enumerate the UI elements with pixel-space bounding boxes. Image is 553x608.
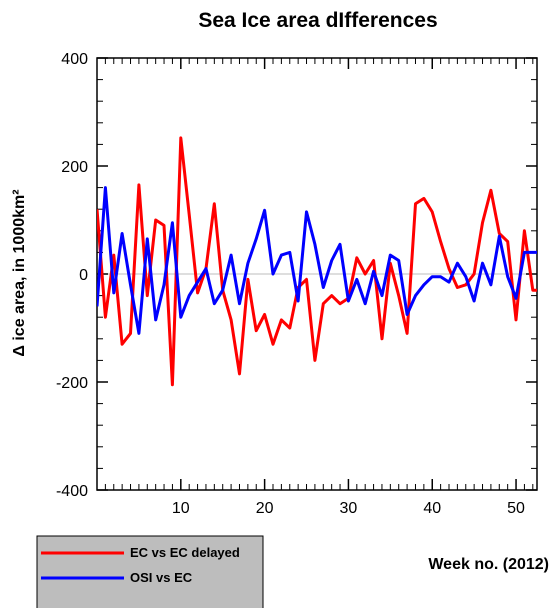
x-tick-label: 30 <box>340 500 358 517</box>
y-tick-label: 0 <box>79 267 88 284</box>
major-ticks <box>97 57 537 491</box>
series-line-osi-vs-ec <box>97 186 537 335</box>
x-tick-label: 20 <box>256 500 274 517</box>
x-tick-labels: 10 20 30 40 50 <box>172 500 525 517</box>
x-tick-label: 50 <box>507 500 525 517</box>
y-tick-label: -200 <box>56 375 88 392</box>
chart-title: Sea Ice area dIfferences <box>198 9 437 32</box>
series-lines <box>97 136 537 387</box>
minor-ticks <box>97 58 537 490</box>
y-axis-label: Δ ice area, in 1000km² <box>11 189 28 356</box>
plot-area <box>96 57 538 491</box>
y-tick-label: 200 <box>61 159 88 176</box>
x-tick-label: 10 <box>172 500 190 517</box>
legend-label-osi-vs-ec: OSI vs EC <box>130 570 193 585</box>
y-tick-label: 400 <box>61 51 88 68</box>
x-tick-label: 40 <box>423 500 441 517</box>
legend-box <box>36 535 264 608</box>
y-tick-labels: -400 -200 0 200 400 <box>56 51 88 500</box>
legend-label-ec-vs-ec-delayed: EC vs EC delayed <box>130 545 240 560</box>
x-axis-label: Week no. (2012) <box>428 556 549 573</box>
y-tick-label: -400 <box>56 483 88 500</box>
legend: EC vs EC delayed OSI vs EC <box>36 535 264 608</box>
